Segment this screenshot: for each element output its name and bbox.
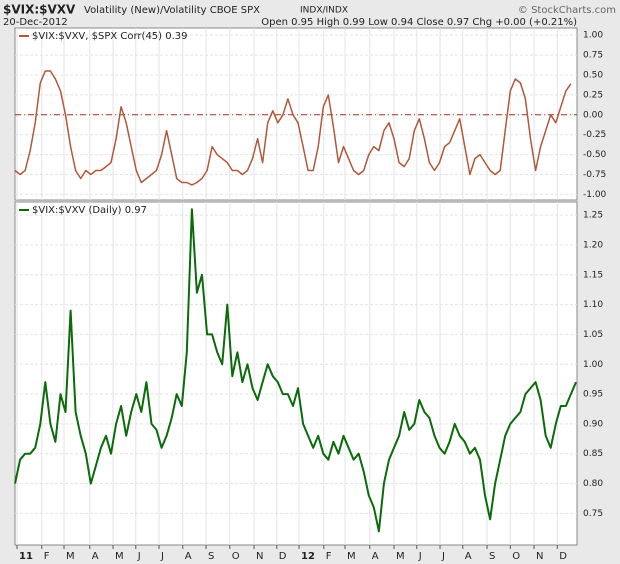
y-tick-label: 1.20 (583, 240, 603, 250)
x-tick-label: A (372, 551, 379, 562)
y-tick-label: 0.95 (583, 390, 603, 400)
symbol: $VIX:$VXV (3, 3, 76, 17)
x-tick-label: A (185, 551, 192, 562)
x-tick-label: M (347, 551, 356, 562)
y-tick-label: 1.05 (583, 330, 603, 340)
data-line (14, 70, 572, 186)
x-tick-label: J (418, 551, 422, 562)
security-name: Volatility (New)/Volatility CBOE SPX (84, 5, 260, 16)
data-line (14, 208, 577, 533)
x-tick-label: N (536, 551, 543, 562)
x-tick-label: 12 (301, 551, 315, 562)
y-tick-label: 0.00 (583, 110, 603, 120)
x-tick-label: M (396, 551, 405, 562)
x-tick-label: A (465, 551, 472, 562)
x-tick-label: 11 (19, 551, 33, 562)
y-tick-label: 0.80 (583, 479, 603, 489)
y-tick-label: -0.50 (583, 150, 607, 160)
x-tick-label: F (326, 551, 332, 562)
x-tick-label: M (115, 551, 124, 562)
x-tick-label: S (208, 551, 214, 562)
x-tick-label: A (92, 551, 99, 562)
y-tick-label: 1.00 (583, 31, 603, 41)
y-tick-label: 0.50 (583, 70, 603, 80)
y-tick-label: 0.75 (583, 509, 603, 519)
brand: © StockCharts.com (518, 5, 616, 16)
x-tick-label: F (44, 551, 50, 562)
y-tick-label: -0.75 (583, 170, 606, 180)
x-tick-label: O (512, 551, 520, 562)
plot-area (14, 27, 578, 201)
x-tick-label: D (279, 551, 287, 562)
y-tick-label: 0.85 (583, 449, 603, 459)
x-tick-label: J (160, 551, 164, 562)
x-tick-label: J (137, 551, 141, 562)
x-tick-label: D (559, 551, 567, 562)
x-tick-label: N (256, 551, 263, 562)
legend-label: $VIX:$VXV (Daily) 0.97 (32, 205, 147, 216)
x-tick-label: O (232, 551, 240, 562)
legend-label: $VIX:$VXV, $SPX Corr(45) 0.39 (32, 31, 188, 42)
y-tick-label: -1.00 (583, 190, 607, 200)
y-tick-label: 1.00 (583, 360, 603, 370)
y-tick-label: -0.25 (583, 130, 606, 140)
x-tick-label: M (66, 551, 75, 562)
y-tick-label: 0.25 (583, 90, 603, 100)
y-tick-label: 0.90 (583, 419, 603, 429)
x-tick-label: S (489, 551, 495, 562)
y-tick-label: 1.15 (583, 270, 603, 280)
date: 20-Dec-2012 (3, 17, 68, 28)
y-tick-label: 1.10 (583, 300, 603, 310)
y-tick-label: 1.25 (583, 211, 603, 221)
x-tick-label: J (441, 551, 445, 562)
y-tick-label: 0.75 (583, 51, 603, 61)
exchange: INDX/INDX (300, 6, 348, 16)
quote: Open 0.95 High 0.99 Low 0.94 Close 0.97 … (261, 17, 577, 28)
